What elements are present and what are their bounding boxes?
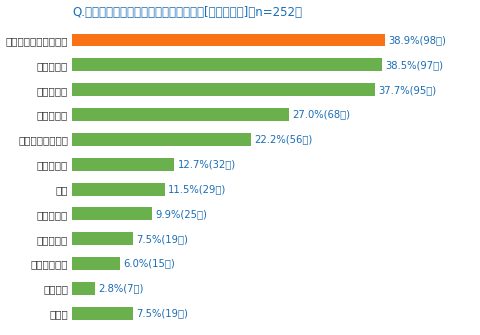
Text: 6.0%(15人): 6.0%(15人) xyxy=(124,259,176,269)
Text: 38.9%(98人): 38.9%(98人) xyxy=(388,35,446,45)
Text: 7.5%(19人): 7.5%(19人) xyxy=(136,234,188,244)
Bar xyxy=(72,207,152,220)
Bar xyxy=(72,307,132,320)
Text: 9.9%(25人): 9.9%(25人) xyxy=(155,209,207,219)
Text: 27.0%(68人): 27.0%(68人) xyxy=(293,110,350,120)
Bar xyxy=(72,183,165,196)
Text: 2.8%(7人): 2.8%(7人) xyxy=(98,283,144,293)
Text: 22.2%(56人): 22.2%(56人) xyxy=(254,134,312,144)
Text: 11.5%(29人): 11.5%(29人) xyxy=(168,184,226,194)
Text: Q.具体的にどんなところが好きですか？[複数回答可]（n=252）: Q.具体的にどんなところが好きですか？[複数回答可]（n=252） xyxy=(72,6,302,18)
Bar xyxy=(72,34,385,47)
Bar xyxy=(72,58,382,71)
Bar xyxy=(72,232,132,245)
Text: 12.7%(32人): 12.7%(32人) xyxy=(178,159,236,169)
Bar xyxy=(72,83,375,96)
Text: 7.5%(19人): 7.5%(19人) xyxy=(136,308,188,318)
Bar xyxy=(72,282,95,295)
Text: 37.7%(95人): 37.7%(95人) xyxy=(379,85,437,95)
Bar xyxy=(72,133,251,146)
Bar xyxy=(72,158,174,171)
Bar xyxy=(72,108,289,121)
Text: 38.5%(97人): 38.5%(97人) xyxy=(385,60,443,70)
Bar xyxy=(72,257,120,270)
